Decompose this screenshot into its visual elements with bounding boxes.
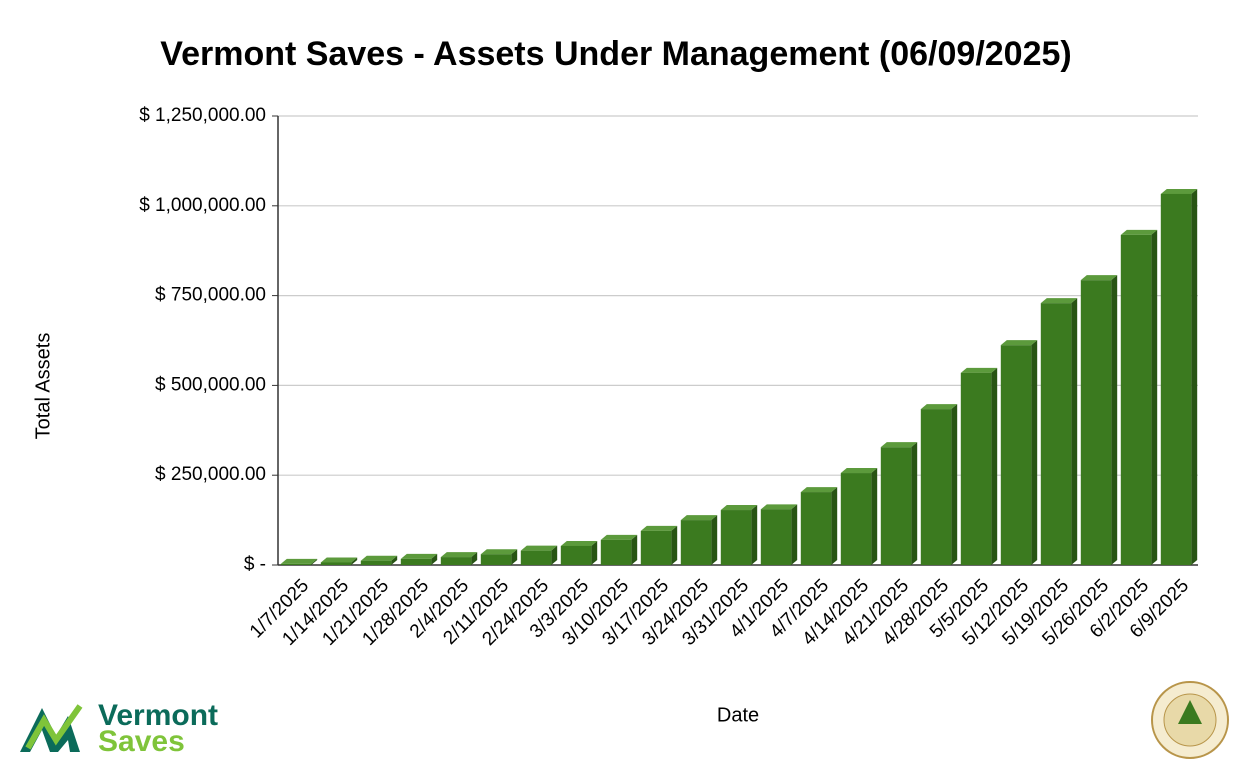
bar-side (471, 552, 478, 565)
bar (1160, 193, 1192, 565)
bar (920, 409, 952, 565)
bar-side (511, 549, 518, 565)
bar-top (1120, 229, 1158, 235)
bar-side (311, 558, 318, 565)
bar-top (520, 545, 558, 551)
bar (440, 557, 472, 565)
bar-top (960, 367, 998, 373)
bar-top (600, 534, 638, 540)
bar (840, 473, 872, 565)
bar-side (951, 404, 958, 565)
bar-side (711, 515, 718, 565)
bar-top (320, 557, 358, 563)
bar-top (280, 558, 318, 564)
bar-top (640, 525, 678, 531)
bar-side (391, 555, 398, 565)
bar (1040, 303, 1072, 565)
y-tick-label: $ - (244, 554, 266, 575)
bar-side (351, 557, 358, 565)
logo-text: Vermont (98, 699, 218, 732)
bar-side (671, 525, 678, 565)
bar (760, 509, 792, 565)
bar-side (751, 505, 758, 565)
bar (680, 520, 712, 565)
bar-top (1080, 275, 1118, 281)
bar (480, 554, 512, 565)
bar (360, 560, 392, 565)
bar (800, 492, 832, 565)
bar-top (760, 504, 798, 510)
bar (1120, 234, 1152, 565)
bar-top (400, 553, 438, 559)
seal (1151, 681, 1229, 759)
bar-top (680, 515, 718, 521)
bar (600, 539, 632, 565)
bar-side (991, 367, 998, 565)
y-tick-label: $ 1,250,000.00 (139, 105, 266, 126)
bar-top (920, 404, 958, 410)
bar-side (1191, 188, 1198, 565)
bar-top (800, 487, 838, 493)
logo-text: Saves (98, 725, 185, 758)
chart-title: Vermont Saves - Assets Under Management … (160, 35, 1071, 73)
bar-side (1111, 275, 1118, 565)
bar-top (720, 505, 758, 511)
bar-top (1040, 298, 1078, 304)
bar-side (591, 540, 598, 565)
logo: Vermont Saves (20, 699, 218, 758)
bar-side (791, 504, 798, 565)
bar (1000, 345, 1032, 565)
bar (1080, 280, 1112, 565)
bar-side (911, 442, 918, 565)
bar (960, 372, 992, 565)
seal-tree (1178, 700, 1202, 724)
bar-side (431, 553, 438, 565)
y-axis-title: Total Assets (32, 333, 54, 440)
bar (880, 447, 912, 565)
bar-top (1000, 340, 1038, 346)
y-tick-label: $ 500,000.00 (155, 374, 266, 395)
bar-top (880, 442, 918, 448)
bar-side (551, 545, 558, 565)
logo-arrow (25, 704, 83, 750)
bar (640, 530, 672, 565)
bar-side (831, 487, 838, 565)
bar-top (840, 468, 878, 474)
bar-side (1031, 340, 1038, 565)
y-tick-label: $ 750,000.00 (155, 285, 266, 306)
bar-side (1151, 229, 1158, 565)
bar-side (871, 468, 878, 565)
bar (720, 510, 752, 565)
bar (520, 550, 552, 565)
bar-top (1160, 188, 1198, 194)
y-tick-label: $ 250,000.00 (155, 464, 266, 485)
bar (280, 563, 312, 565)
bar-side (631, 534, 638, 565)
bar (400, 558, 432, 565)
bar-top (440, 552, 478, 558)
bar (320, 562, 352, 565)
bar-top (480, 549, 518, 555)
bar-side (1071, 298, 1078, 565)
bar-top (360, 555, 398, 561)
bar (560, 545, 592, 565)
bar-top (560, 540, 598, 546)
x-axis-title: Date (717, 704, 759, 726)
y-tick-label: $ 1,000,000.00 (139, 195, 266, 216)
